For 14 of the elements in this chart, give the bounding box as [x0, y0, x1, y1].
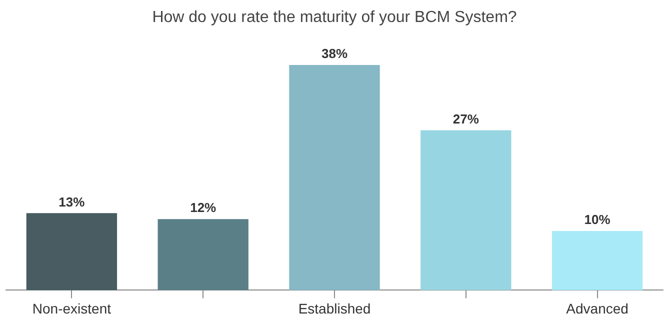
data-label: 38%	[321, 46, 348, 62]
x-tick-label: Non-existent	[32, 300, 112, 316]
bar	[158, 219, 248, 290]
data-label: 13%	[58, 194, 86, 210]
x-tick-label: Advanced	[566, 300, 628, 316]
bar	[26, 213, 118, 290]
bar	[552, 230, 643, 290]
x-tick-label: Established	[298, 300, 371, 316]
chart-title: How do you rate the maturity of your BCM System?	[152, 9, 517, 26]
bar	[289, 65, 380, 290]
data-label: 12%	[190, 200, 217, 216]
data-label: 10%	[584, 212, 611, 228]
data-label: 27%	[452, 111, 480, 126]
bar	[420, 130, 512, 290]
